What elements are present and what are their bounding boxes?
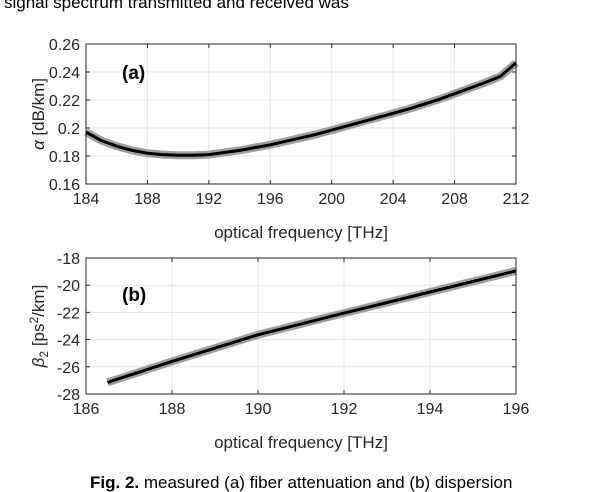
series-uncertainty-band — [106, 267, 517, 387]
y-tick-label: -28 — [57, 387, 80, 404]
panel-b-label: (b) — [122, 285, 146, 306]
panel-b-ticks: 186 188 190 192 194 196 -28 -26 -24 -22 -20 -18 — [57, 251, 530, 418]
y-tick-label: 0.22 — [49, 93, 80, 110]
beta-symbol: β — [29, 357, 48, 368]
y-tick-label: -20 — [57, 278, 80, 295]
x-tick-label: 208 — [441, 191, 468, 208]
x-tick-label: 188 — [159, 401, 186, 418]
figure-caption-prefix: Fig. 2. — [90, 473, 140, 492]
beta-subscript: 2 — [37, 351, 51, 358]
ylabel-unit-close: /km] — [29, 285, 48, 317]
y-tick-label: -22 — [57, 305, 80, 322]
panel-b-x-axis-label: optical frequency [THz] — [214, 433, 388, 452]
panel-a-x-axis-label: optical frequency [THz] — [214, 223, 388, 242]
x-tick-label: 192 — [196, 191, 223, 208]
panel-a-y-axis-label: α [dB/km] — [29, 78, 48, 150]
preceding-body-text-line: signal spectrum transmitted and received… — [4, 0, 349, 12]
panel-a: 184 188 192 196 200 204 208 212 0.16 0.18 0.2 0.22 0… — [29, 37, 529, 242]
x-tick-label: 196 — [503, 401, 530, 418]
panel-a-axes-frame — [85, 43, 517, 185]
panel-a-label: (a) — [122, 63, 145, 84]
y-tick-label: 0.24 — [49, 65, 80, 82]
x-tick-label: 200 — [318, 191, 345, 208]
panel-a-ticks: 184 188 192 196 200 204 208 212 0.16 0.18 0.2 0.22 0… — [49, 37, 530, 208]
x-tick-label: 204 — [380, 191, 407, 208]
y-tick-label: 0.16 — [49, 177, 80, 194]
panel-b-axes-frame — [85, 257, 517, 395]
series-uncertainty-band — [84, 59, 519, 160]
ylabel-unit-superscript: 2 — [27, 316, 41, 323]
x-tick-label: 190 — [245, 401, 272, 418]
ylabel-unit: [dB/km] — [29, 78, 48, 140]
x-tick-label: 192 — [331, 401, 358, 418]
panel-b: 186 188 190 192 194 196 -28 -26 -24 -22 -20 -18 (b)… — [27, 251, 529, 452]
x-tick-label: 212 — [503, 191, 530, 208]
panel-a-grid — [85, 43, 517, 185]
figure-caption-text: measured (a) fiber attenuation and (b) d… — [143, 473, 513, 492]
y-tick-label: -26 — [57, 360, 80, 377]
y-tick-label: -18 — [57, 251, 80, 268]
series-line — [85, 61, 517, 157]
y-tick-label: 0.26 — [49, 37, 80, 54]
x-tick-label: 194 — [417, 401, 444, 418]
panel-b-line — [107, 269, 517, 384]
x-tick-label: 186 — [73, 401, 100, 418]
figure-caption: Fig. 2. measured (a) fiber attenuation a… — [90, 473, 596, 492]
panel-a-line — [85, 61, 517, 157]
series-line — [107, 269, 517, 384]
x-tick-label: 188 — [134, 191, 161, 208]
alpha-symbol: α — [29, 139, 48, 150]
ylabel-unit-open: [ps — [29, 323, 48, 350]
y-tick-label: -24 — [57, 333, 80, 350]
y-tick-label: 0.18 — [49, 149, 80, 166]
x-tick-label: 184 — [73, 191, 100, 208]
panel-b-band — [106, 267, 517, 387]
preceding-body-text: signal spectrum transmitted and received… — [0, 0, 596, 26]
panel-b-y-axis-label: β2 [ps2/km] — [27, 285, 51, 369]
panel-a-band — [84, 59, 519, 160]
x-tick-label: 196 — [257, 191, 284, 208]
y-tick-label: 0.2 — [58, 121, 80, 138]
